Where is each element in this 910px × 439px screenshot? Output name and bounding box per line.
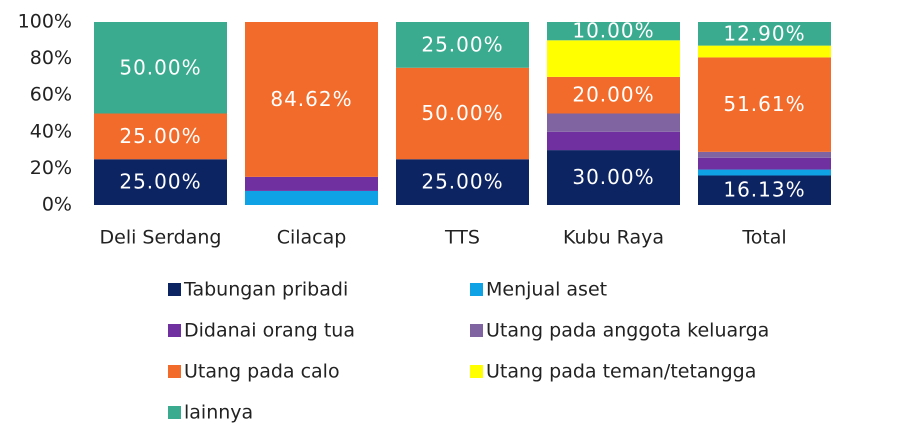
bar-segment [698, 175, 831, 205]
data-label: 16.13% [723, 178, 805, 202]
bar-segment [698, 151, 831, 158]
legend-label: Utang pada anggota keluarga [486, 320, 769, 342]
bar-segment [547, 150, 680, 205]
data-label: 50.00% [421, 101, 503, 125]
legend-label: Menjual aset [486, 279, 607, 301]
data-label: 25.00% [421, 32, 503, 56]
data-label: 20.00% [572, 83, 654, 107]
data-label: 25.00% [119, 170, 201, 194]
bar-segment [396, 22, 529, 68]
bar-segment [698, 22, 831, 46]
data-label: 30.00% [572, 165, 654, 189]
data-label: 10.00% [572, 19, 654, 43]
legend-swatch [470, 283, 483, 296]
legend-label: Tabungan pribadi [183, 279, 348, 301]
y-tick-label: 20% [30, 157, 72, 179]
legend-label: lainnya [184, 402, 253, 424]
y-tick-label: 60% [30, 84, 72, 106]
data-label: 25.00% [421, 170, 503, 194]
bar-segment [547, 76, 680, 114]
legend-label: Utang pada calo [184, 361, 340, 383]
bar-segment [94, 22, 227, 114]
bar-segment [698, 169, 831, 176]
bar-segment [94, 159, 227, 205]
x-tick-label: Cilacap [277, 227, 347, 249]
x-tick-label: Total [741, 227, 786, 249]
bar-segment [245, 176, 378, 191]
legend-swatch [168, 406, 181, 419]
bar-segment [396, 159, 529, 205]
legend-label: Didanai orang tua [184, 320, 355, 342]
x-tick-label: Kubu Raya [563, 227, 664, 249]
legend-swatch [470, 365, 483, 378]
bar-segment [245, 22, 378, 177]
bar-segment [396, 67, 529, 160]
bar-segment [94, 113, 227, 160]
y-tick-label: 80% [30, 47, 72, 69]
legend-label: Utang pada teman/tetangga [486, 361, 756, 383]
data-label: 51.61% [723, 92, 805, 116]
bar-segment [547, 131, 680, 151]
bar-segment [698, 45, 831, 58]
data-label: 50.00% [119, 55, 201, 79]
bar-segment [245, 190, 378, 205]
data-label: 84.62% [270, 87, 352, 111]
bar-segment [698, 157, 831, 170]
legend-swatch [168, 324, 181, 337]
legend-swatch [470, 324, 483, 337]
y-tick-label: 100% [18, 11, 72, 33]
y-tick-label: 40% [30, 120, 72, 142]
bar-segment [547, 40, 680, 77]
legend-swatch [168, 283, 181, 296]
bar-segment [547, 22, 680, 41]
y-tick-label: 0% [42, 194, 72, 216]
x-tick-label: TTS [444, 227, 480, 249]
bar-segment [547, 113, 680, 132]
data-label: 12.90% [723, 21, 805, 45]
legend-swatch [168, 365, 181, 378]
x-tick-label: Deli Serdang [100, 227, 222, 249]
bar-segment [698, 57, 831, 152]
data-label: 25.00% [119, 124, 201, 148]
